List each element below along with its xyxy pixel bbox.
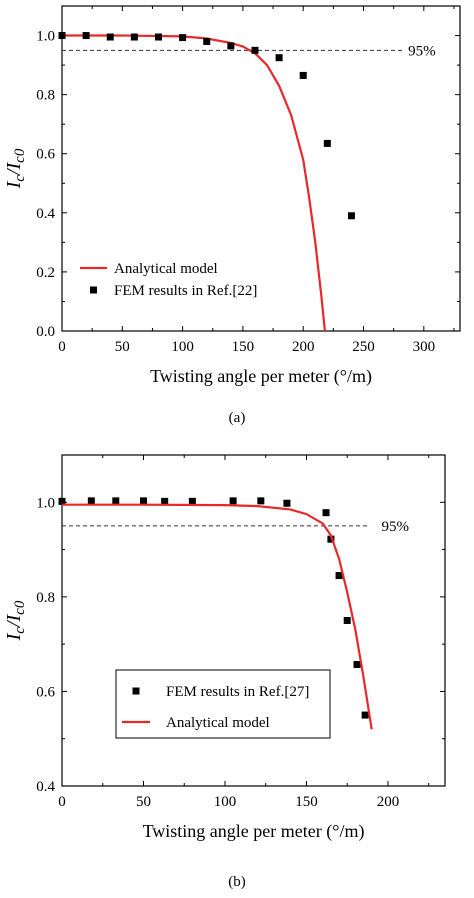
data-point-fem	[112, 497, 120, 505]
y-tick-label: 0.6	[36, 684, 55, 700]
data-point-fem	[154, 33, 162, 41]
x-tick-label: 100	[214, 794, 237, 810]
y-tick-label: 1.0	[36, 29, 55, 45]
y-tick-label: 0.0	[36, 324, 55, 340]
x-tick-label: 100	[171, 339, 194, 355]
chart-1: 0 50 100 150 200 250 300 0.0 0.2 0.4 0.6 0.8 1.0 95% T…	[3, 5, 461, 426]
x-tick-label: 250	[352, 339, 375, 355]
series-line-analytical-model	[62, 34, 326, 332]
y-tick-label: 0.4	[36, 779, 55, 795]
data-point-fem	[322, 509, 330, 517]
legend-square-swatch	[90, 286, 97, 294]
legend-label: Analytical model	[166, 715, 270, 731]
data-point-fem	[106, 33, 114, 41]
data-point-fem	[361, 711, 369, 719]
x-axis-label: Twisting angle per meter (°/m)	[143, 821, 365, 842]
y-tick-label: 0.2	[36, 265, 55, 281]
legend-label: Analytical model	[114, 261, 218, 277]
y-tick-label: 0.8	[36, 88, 55, 104]
data-point-fem	[130, 33, 138, 41]
y-axis-label: Ic/Ic0	[3, 600, 28, 641]
data-point-fem	[188, 497, 196, 505]
chart-2: 0 50 100 150 200 0.4 0.6 0.8 1.0 95% Twisting angl…	[3, 454, 446, 890]
data-point-fem	[327, 535, 335, 543]
x-tick-label: 50	[136, 794, 151, 810]
y-tick-label: 1.0	[36, 495, 55, 511]
data-point-fem	[203, 37, 211, 45]
x-tick-label: 0	[58, 794, 66, 810]
threshold-label: 95%	[408, 43, 436, 59]
data-point-fem	[87, 497, 95, 505]
y-tick-label: 0.6	[36, 147, 55, 163]
data-point-fem	[257, 497, 265, 505]
plot-frame	[61, 454, 446, 787]
x-tick-label: 300	[413, 339, 436, 355]
data-point-fem	[335, 572, 343, 580]
data-point-fem	[283, 499, 291, 507]
data-point-fem	[58, 32, 66, 40]
data-point-fem	[353, 660, 361, 668]
data-point-fem	[275, 54, 283, 62]
data-point-fem	[82, 32, 90, 40]
series-line-analytical-model	[62, 503, 373, 730]
figure-caption: (b)	[228, 874, 246, 890]
threshold-label: 95%	[381, 519, 409, 535]
figure-caption: (a)	[229, 410, 246, 426]
y-tick-label: 0.4	[36, 206, 55, 222]
x-tick-label: 200	[292, 339, 315, 355]
y-axis-label: Ic/Ic0	[3, 148, 28, 189]
legend-square-swatch	[132, 687, 140, 695]
x-tick-label: 0	[58, 339, 66, 355]
x-axis-label: Twisting angle per meter (°/m)	[150, 366, 372, 387]
legend-box	[115, 669, 331, 739]
y-tick-label: 0.8	[36, 590, 55, 606]
legend: Analytical model FEM results in Ref.[22]	[80, 261, 257, 299]
data-point-fem	[299, 71, 307, 79]
x-tick-label: 150	[232, 339, 255, 355]
data-point-fem	[139, 497, 147, 505]
legend-label: FEM results in Ref.[22]	[114, 283, 257, 299]
data-point-fem	[251, 46, 259, 54]
data-point-fem	[229, 497, 237, 505]
data-point-fem	[347, 212, 355, 220]
data-point-fem	[323, 139, 331, 147]
x-tick-label: 150	[295, 794, 318, 810]
legend: FEM results in Ref.[27] Analytical model	[115, 669, 331, 739]
data-point-fem	[179, 34, 187, 42]
legend-label: FEM results in Ref.[27]	[166, 684, 309, 700]
x-tick-label: 50	[115, 339, 130, 355]
data-point-fem	[227, 42, 235, 50]
data-point-fem	[343, 617, 351, 624]
x-tick-label: 200	[377, 794, 400, 810]
plot-frame	[61, 5, 461, 332]
data-point-fem	[161, 497, 169, 505]
data-point-fem	[58, 497, 66, 505]
